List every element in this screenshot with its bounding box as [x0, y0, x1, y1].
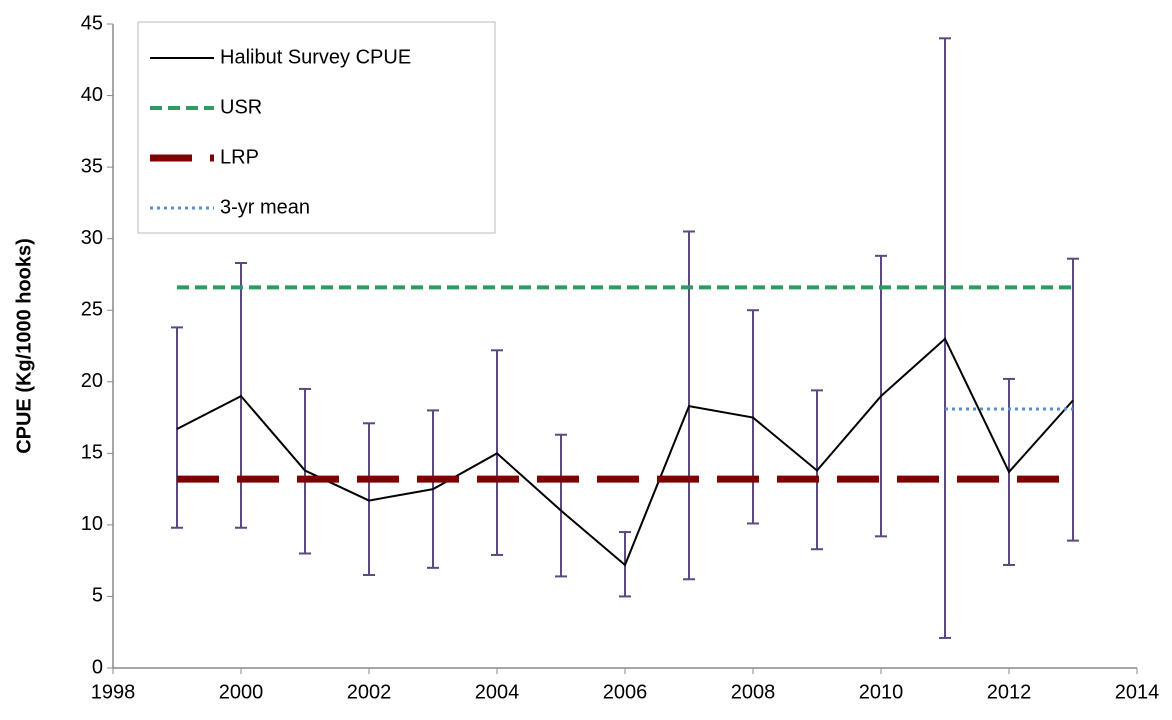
- legend-label: Halibut Survey CPUE: [220, 46, 411, 68]
- y-tick-label: 45: [81, 12, 103, 34]
- x-tick-label: 2002: [347, 681, 392, 703]
- x-tick-label: 2000: [219, 681, 264, 703]
- y-tick-label: 40: [81, 84, 103, 106]
- y-tick-label: 35: [81, 155, 103, 177]
- y-tick-label: 0: [92, 656, 103, 678]
- y-tick-label: 30: [81, 227, 103, 249]
- y-axis-label: CPUE (Kg/1000 hooks): [13, 238, 35, 454]
- legend-label: 3-yr mean: [220, 196, 310, 218]
- x-tick-label: 2006: [603, 681, 648, 703]
- y-tick-label: 25: [81, 299, 103, 321]
- x-tick-label: 2004: [475, 681, 520, 703]
- series-line: [176, 337, 1074, 567]
- x-tick-label: 2008: [731, 681, 776, 703]
- y-tick-label: 5: [92, 585, 103, 607]
- y-tick-label: 10: [81, 513, 103, 535]
- x-tick-label: 2012: [987, 681, 1032, 703]
- legend-label: USR: [220, 96, 262, 118]
- x-tick-label: 1998: [91, 681, 136, 703]
- x-tick-label: 2010: [859, 681, 904, 703]
- y-tick-label: 15: [81, 442, 103, 464]
- x-tick-label: 2014: [1115, 681, 1160, 703]
- y-tick-label: 20: [81, 370, 103, 392]
- legend-label: LRP: [220, 146, 259, 168]
